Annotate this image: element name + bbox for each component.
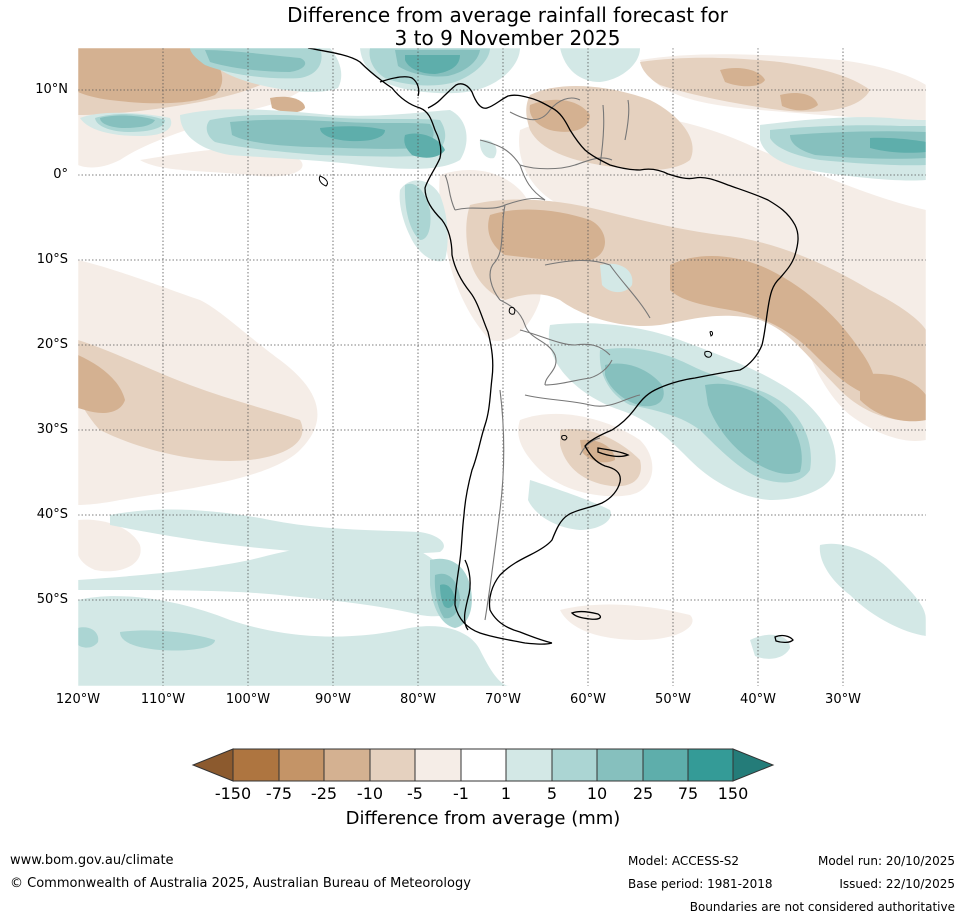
legend-tick: 10 [586,784,608,803]
title-line-1: Difference from average rainfall forecas… [287,3,728,27]
lon-label-90w: 90°W [315,692,351,707]
legend-bin [597,749,643,781]
legend-bin [688,749,733,781]
lat-label-50s: 50°S [36,592,68,607]
lat-label-10n: 10°N [35,82,68,97]
map-field [78,48,926,686]
legend-outline [232,748,734,782]
lon-label-110w: 110°W [140,692,186,707]
lat-label-0: 0° [53,167,68,182]
lat-label-10s: 10°S [36,252,68,267]
lon-label-40w: 40°W [740,692,776,707]
legend-bin [506,749,552,781]
legend-bin [415,749,461,781]
lon-label-80w: 80°W [400,692,436,707]
legend-bin [643,749,688,781]
lon-label-30w: 30°W [825,692,861,707]
graticule [78,48,926,686]
legend-bin-above-max [732,748,775,782]
coastlines [307,48,799,645]
legend-bin [370,749,415,781]
footer-issued: Issued: 22/10/2025 [839,877,955,891]
map-border [77,47,927,687]
lat-label-20s: 20°S [36,337,68,352]
legend-tick: 75 [677,784,699,803]
lat-label-40s: 40°S [36,507,68,522]
legend-tick: 150 [717,784,749,803]
anomaly-extremely-wet-areas [320,55,926,608]
legend-bin [552,749,597,781]
legend-tick: -5 [407,784,423,803]
legend-bin [461,749,506,781]
lon-label-70w: 70°W [485,692,521,707]
legend-bin [279,749,324,781]
legend-title: Difference from average (mm) [345,808,621,829]
chart-title: Difference from average rainfall forecas… [0,4,965,50]
title-line-2: 3 to 9 November 2025 [394,26,621,50]
legend-tick: -150 [214,784,252,803]
legend-tick: 5 [546,784,558,803]
legend-tick: 1 [500,784,512,803]
legend-tick: -1 [453,784,469,803]
lakes-and-islands [318,175,714,441]
legend-bin-below-min [191,748,234,782]
lon-label-50w: 50°W [655,692,691,707]
anomaly-dry-areas [78,48,926,463]
footer-base-period: Base period: 1981-2018 [628,877,773,891]
legend-colorbar [191,748,775,782]
footer-copyright: © Commonwealth of Australia 2025, Austra… [10,876,471,891]
footer-website-link[interactable]: www.bom.gov.au/climate [10,853,174,868]
footer-model: Model: ACCESS-S2 [628,854,740,868]
lat-label-30s: 30°S [36,422,68,437]
footer-disclaimer: Boundaries are not considered authoritat… [689,900,955,914]
lon-label-100w: 100°W [225,692,271,707]
lon-label-120w: 120°W [55,692,101,707]
footer-model-run: Model run: 20/10/2025 [817,854,955,868]
legend-tick: -10 [356,784,384,803]
lon-label-60w: 60°W [570,692,606,707]
legend-bin [324,749,370,781]
legend-tick: -75 [265,784,293,803]
legend-dividers [278,749,689,781]
legend-bin [233,749,279,781]
legend-tick: -25 [310,784,338,803]
legend-tick: 25 [632,784,654,803]
